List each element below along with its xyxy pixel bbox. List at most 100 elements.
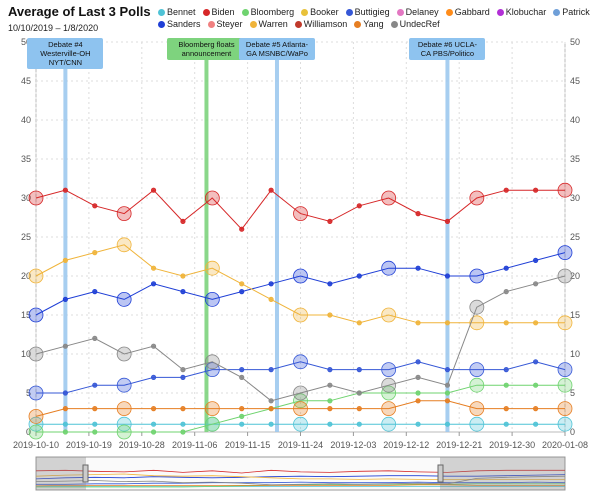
legend-item-gabbard[interactable]: Gabbard: [445, 6, 490, 18]
data-point: [356, 320, 362, 326]
data-point: [92, 250, 98, 256]
data-point: [415, 211, 421, 217]
series-sanders: [28, 245, 573, 323]
data-point: [92, 382, 98, 388]
data-point: [327, 312, 333, 318]
data-point: [28, 268, 44, 284]
y-tick-label-right: 10: [570, 349, 580, 359]
legend-swatch: [354, 21, 362, 28]
legend: Bennet Biden Bloomberg Booker Buttigieg Delan…: [158, 6, 598, 30]
data-point: [116, 237, 132, 253]
legend-item-buttigieg[interactable]: Buttigieg: [345, 6, 390, 18]
y-tick-label-right: 30: [570, 193, 580, 203]
legend-label: Warren: [258, 19, 288, 29]
data-point: [469, 315, 485, 331]
legend-swatch: [158, 21, 165, 28]
data-point: [444, 366, 451, 373]
legend-item-delaney[interactable]: Delaney: [396, 6, 439, 18]
data-point: [444, 390, 451, 396]
legend-label: Bloomberg: [250, 7, 295, 17]
y-tick-label-right: 25: [570, 232, 580, 242]
data-point: [180, 273, 186, 279]
data-point: [28, 416, 44, 432]
series-line-yang: [35, 400, 565, 417]
legend-swatch: [241, 9, 249, 16]
y-tick-label-right: 0: [570, 427, 575, 437]
annotation-label-2: Debate #5 Atlanta- GA MSNBC/WaPo: [238, 38, 315, 60]
y-tick-label: 20: [21, 271, 31, 281]
legend-swatch: [396, 9, 404, 16]
data-point: [28, 190, 44, 206]
legend-label: Gabbard: [454, 7, 490, 17]
data-point: [116, 346, 132, 362]
series-bloomberg: [28, 377, 573, 440]
legend-item-biden[interactable]: Biden: [202, 6, 235, 18]
legend-item-yang[interactable]: Yang: [354, 18, 384, 30]
data-point: [557, 182, 573, 198]
data-point: [503, 187, 509, 193]
x-tick-label: 2019-11-15: [225, 440, 270, 450]
legend-item-sanders[interactable]: Sanders: [158, 18, 201, 30]
data-point: [327, 218, 333, 224]
data-point: [533, 281, 539, 287]
data-point: [444, 421, 451, 427]
data-point: [239, 366, 245, 373]
data-point: [268, 366, 274, 373]
legend-label: Buttigieg: [354, 7, 390, 17]
data-point: [239, 413, 245, 419]
data-point: [268, 187, 274, 193]
data-point: [62, 296, 68, 302]
data-point: [204, 190, 220, 206]
legend-item-warren[interactable]: Warren: [249, 18, 288, 30]
data-point: [293, 268, 308, 284]
navigator-handle-right: [437, 464, 444, 483]
data-point: [533, 359, 539, 365]
data-point: [62, 429, 68, 435]
legend-swatch: [301, 9, 309, 16]
data-point: [180, 421, 186, 427]
data-point: [356, 390, 362, 396]
data-point: [415, 374, 421, 380]
data-point: [503, 382, 509, 388]
data-point: [444, 320, 451, 326]
legend-swatch: [553, 9, 561, 16]
data-point: [469, 377, 485, 393]
data-point: [116, 291, 132, 307]
legend-item-booker[interactable]: Booker: [301, 6, 339, 18]
data-point: [180, 374, 186, 380]
legend-item-undecref[interactable]: UndecRef: [390, 18, 440, 30]
legend-item-klobuchar[interactable]: Klobuchar: [496, 6, 546, 18]
x-tick-label: 2019-10-28: [119, 440, 165, 450]
data-point: [415, 398, 421, 404]
legend-item-patrick[interactable]: Patrick: [553, 6, 590, 18]
data-point: [415, 421, 421, 427]
series-line-warren: [35, 244, 565, 324]
data-point: [356, 405, 362, 412]
navigator-series: [35, 484, 565, 487]
series-line-undecref: [35, 275, 566, 402]
y-tick-label-right: 20: [570, 271, 580, 281]
x-tick-label: 2019-11-06: [172, 440, 217, 450]
legend-item-bennet[interactable]: Bennet: [158, 6, 196, 18]
series-buttigieg: [28, 354, 573, 401]
series-yang: [28, 398, 573, 424]
data-point: [557, 245, 573, 261]
range-navigator[interactable]: [35, 456, 566, 491]
legend-item-bloomberg[interactable]: Bloomberg: [241, 6, 295, 18]
data-point: [356, 366, 362, 373]
x-tick-label: 2019-12-03: [330, 440, 376, 450]
legend-item-williamson[interactable]: Williamson: [294, 18, 347, 30]
legend-item-steyer[interactable]: Steyer: [207, 18, 243, 30]
data-point: [28, 307, 44, 323]
data-point: [533, 187, 539, 193]
data-point: [116, 424, 132, 440]
y-tick-label: 35: [21, 154, 31, 164]
data-point: [92, 288, 98, 295]
legend-swatch: [202, 9, 210, 16]
event-lines: [63, 42, 450, 432]
data-point: [62, 421, 68, 427]
data-point: [180, 218, 186, 224]
data-point: [204, 291, 220, 307]
legend-swatch: [496, 9, 504, 16]
